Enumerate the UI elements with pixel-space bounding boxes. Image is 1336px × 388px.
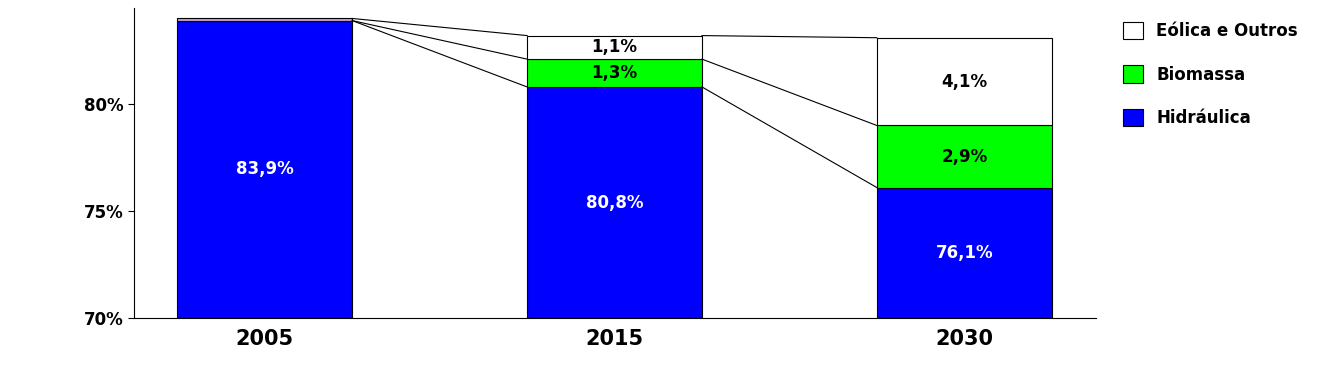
Bar	[178, 19, 353, 21]
Text: 4,1%: 4,1%	[942, 73, 987, 91]
Text: 1,3%: 1,3%	[592, 64, 637, 82]
Text: 76,1%: 76,1%	[935, 244, 993, 262]
Text: 2,9%: 2,9%	[942, 147, 987, 166]
Bar	[876, 187, 1051, 318]
Text: 1,1%: 1,1%	[592, 38, 637, 56]
Bar	[876, 38, 1051, 125]
Text: 83,9%: 83,9%	[236, 160, 294, 178]
Bar	[528, 87, 701, 318]
Bar	[178, 21, 353, 318]
Bar	[528, 59, 701, 87]
Bar	[876, 125, 1051, 187]
Legend: Eólica e Outros, Biomassa, Hidráulica: Eólica e Outros, Biomassa, Hidráulica	[1124, 22, 1299, 127]
Bar	[528, 36, 701, 59]
Text: 80,8%: 80,8%	[585, 194, 644, 211]
